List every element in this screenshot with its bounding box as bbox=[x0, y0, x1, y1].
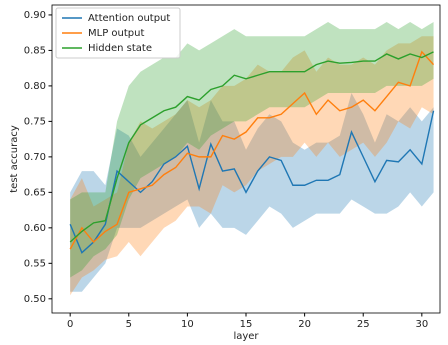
legend-label: Attention output bbox=[88, 13, 170, 24]
legend-label: MLP output bbox=[88, 28, 144, 39]
y-tick-label: 0.55 bbox=[24, 258, 46, 269]
x-axis-label: layer bbox=[233, 331, 259, 342]
y-tick-label: 0.90 bbox=[24, 10, 46, 21]
confidence-band bbox=[70, 36, 434, 296]
y-tick-label: 0.60 bbox=[24, 223, 46, 234]
x-tick-label: 30 bbox=[415, 319, 428, 330]
y-tick-label: 0.80 bbox=[24, 81, 46, 92]
x-tick-label: 10 bbox=[181, 319, 194, 330]
y-tick-label: 0.70 bbox=[24, 152, 46, 163]
y-axis-label: test accuracy bbox=[9, 125, 20, 193]
confidence-band bbox=[70, 22, 434, 278]
y-tick-label: 0.50 bbox=[24, 294, 46, 305]
legend-label: Hidden state bbox=[88, 43, 152, 54]
confidence-band bbox=[70, 93, 434, 292]
line bbox=[69, 50, 435, 250]
x-tick-label: 5 bbox=[126, 319, 132, 330]
x-tick-label: 20 bbox=[298, 319, 311, 330]
x-tick-label: 15 bbox=[240, 319, 253, 330]
y-tick-label: 0.65 bbox=[24, 187, 46, 198]
legend: Attention output MLP output Hidden state bbox=[55, 7, 181, 59]
line bbox=[69, 51, 434, 243]
y-tick-label: 0.75 bbox=[24, 116, 46, 127]
x-tick-label: 25 bbox=[357, 319, 370, 330]
line bbox=[69, 110, 435, 254]
legend-box bbox=[55, 7, 181, 59]
y-tick-label: 0.85 bbox=[24, 45, 46, 56]
x-tick-label: 0 bbox=[67, 319, 73, 330]
